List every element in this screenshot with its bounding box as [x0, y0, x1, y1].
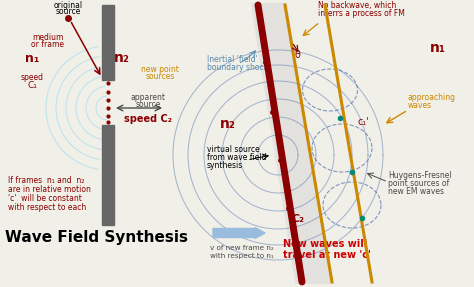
Text: source: source	[135, 100, 161, 109]
Text: n₁: n₁	[25, 52, 39, 65]
Text: C₁: C₁	[27, 81, 37, 90]
Text: virtual source: virtual source	[207, 145, 260, 154]
Text: with respect to n₁: with respect to n₁	[210, 253, 274, 259]
Bar	[102, 125, 114, 225]
Text: inferrs a process of FM: inferrs a process of FM	[318, 9, 405, 18]
Text: speed: speed	[20, 73, 44, 82]
Text: θ: θ	[295, 50, 301, 60]
Text: with respect to each: with respect to each	[8, 203, 86, 212]
Text: waves: waves	[408, 101, 432, 110]
Text: source: source	[55, 7, 81, 16]
Text: point sources of: point sources of	[388, 179, 449, 188]
Text: apparent: apparent	[130, 93, 165, 102]
Text: c₁': c₁'	[358, 117, 370, 127]
Text: approaching: approaching	[408, 93, 456, 102]
Text: If frames  n₁ and  n₂: If frames n₁ and n₂	[8, 176, 84, 185]
Bar	[102, 5, 114, 80]
Text: new EM waves: new EM waves	[388, 187, 444, 196]
Text: 'c'  will be constant: 'c' will be constant	[8, 194, 82, 203]
Text: or frame: or frame	[31, 40, 64, 49]
Text: n₂: n₂	[220, 117, 236, 131]
Text: travel at new 'c': travel at new 'c'	[283, 250, 371, 260]
Text: New waves will: New waves will	[283, 239, 367, 249]
Text: Inertial 'field': Inertial 'field'	[207, 55, 258, 64]
Text: from wave field: from wave field	[207, 153, 266, 162]
Text: v of new frame n₂: v of new frame n₂	[210, 245, 274, 251]
Text: original: original	[54, 1, 82, 10]
Text: are in relative motion: are in relative motion	[8, 185, 91, 194]
Text: sources: sources	[146, 72, 175, 81]
Text: medium: medium	[32, 33, 64, 42]
Text: n₁: n₁	[430, 41, 446, 55]
Text: synthesis: synthesis	[207, 161, 243, 170]
FancyArrow shape	[213, 228, 265, 238]
Text: speed C₂: speed C₂	[124, 114, 172, 124]
Text: Wave Field Synthesis: Wave Field Synthesis	[5, 230, 188, 245]
Text: n₂: n₂	[114, 51, 130, 65]
Text: boundary shock: boundary shock	[207, 63, 268, 72]
Text: C₂: C₂	[292, 214, 305, 224]
Text: new point: new point	[141, 65, 179, 74]
Text: No backwave, which: No backwave, which	[318, 1, 396, 10]
Text: Huygens-Fresnel: Huygens-Fresnel	[388, 171, 452, 180]
